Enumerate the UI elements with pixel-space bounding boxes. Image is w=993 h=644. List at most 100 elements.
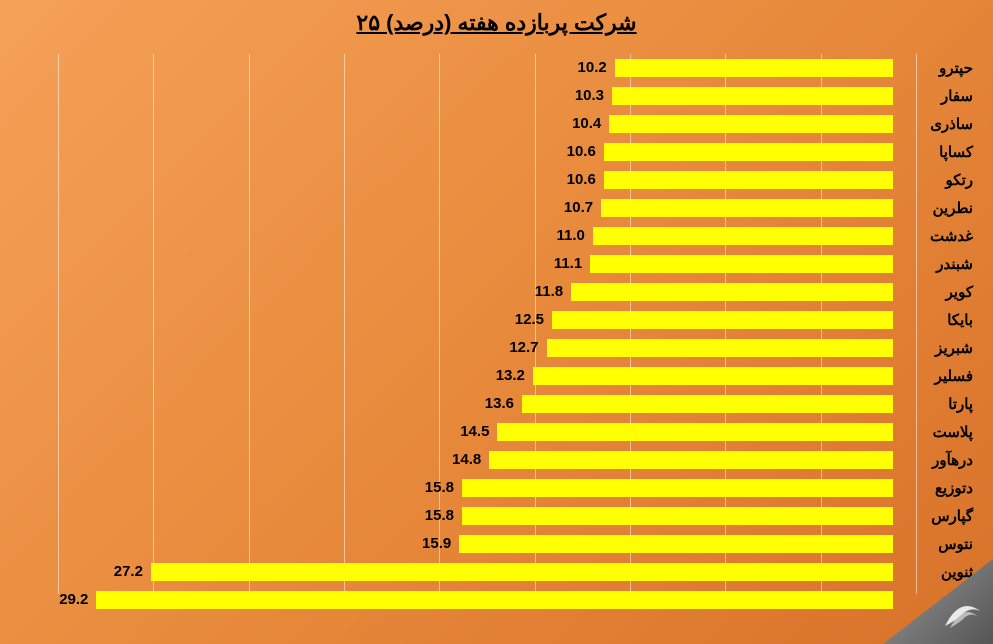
bar-wrap: 11.8 <box>20 283 893 301</box>
bar-value: 12.7 <box>509 339 538 356</box>
bar-value: 13.2 <box>496 367 525 384</box>
bar: 10.4 <box>609 115 893 133</box>
bar-wrap: 14.8 <box>20 451 893 469</box>
bar-value: 11.0 <box>557 227 585 244</box>
bar-wrap: 12.5 <box>20 311 893 329</box>
bar-label: کساپا <box>903 143 973 161</box>
chart-row: 11.1 شبندر <box>20 250 973 278</box>
bar-wrap: 10.3 <box>20 87 893 105</box>
bar-wrap: 13.6 <box>20 395 893 413</box>
bar: 10.7 <box>601 199 893 217</box>
bar: 13.2 <box>533 367 893 385</box>
chart-title: ۲۵ شرکت پربازده هفته (درصد) <box>20 10 973 36</box>
chart-row: 10.6 رتکو <box>20 166 973 194</box>
chart-plot: 10.2 حپترو 10.3 سفار 10.4 ساذری 10.6 کساپا 10.6 ر… <box>20 54 973 614</box>
bar-value: 11.8 <box>535 283 563 300</box>
bar-label: حپترو <box>903 59 973 77</box>
bar-wrap: 10.7 <box>20 199 893 217</box>
chart-row: 15.8 گپارس <box>20 502 973 530</box>
chart-row: 10.2 حپترو <box>20 54 973 82</box>
bar: 11.1 <box>590 255 893 273</box>
chart-row: 14.5 پلاست <box>20 418 973 446</box>
bar-wrap: 15.9 <box>20 535 893 553</box>
chart-row: 10.3 سفار <box>20 82 973 110</box>
bar-value: 14.8 <box>452 451 481 468</box>
bar-label: بایکا <box>903 311 973 329</box>
chart-row: 12.5 بایکا <box>20 306 973 334</box>
bar-value: 13.6 <box>485 395 514 412</box>
bar: 10.6 <box>604 171 893 189</box>
bar-wrap: 15.8 <box>20 507 893 525</box>
bar: 29.2 <box>96 591 893 609</box>
bar-value: 10.6 <box>567 143 596 160</box>
bar-value: 10.6 <box>567 171 596 188</box>
bar: 10.2 <box>615 59 893 77</box>
bar-label: نتوس <box>903 535 973 553</box>
bar-wrap: 12.7 <box>20 339 893 357</box>
bar-value: 29.2 <box>59 591 88 608</box>
bar-label: ثنوین <box>903 563 973 581</box>
bar-wrap: 13.2 <box>20 367 893 385</box>
bar: 11.8 <box>571 283 893 301</box>
bar-value: 15.9 <box>422 535 451 552</box>
bar-wrap: 29.2 <box>20 591 893 609</box>
bar-wrap: 11.0 <box>20 227 893 245</box>
bar-label: شبندر <box>903 255 973 273</box>
bar-value: 27.2 <box>114 563 143 580</box>
chart-row: 10.7 نطرین <box>20 194 973 222</box>
bar: 10.3 <box>612 87 893 105</box>
bar-label: نطرین <box>903 199 973 217</box>
bar-value: 11.1 <box>554 255 582 272</box>
chart-row: 10.6 کساپا <box>20 138 973 166</box>
bar-value: 15.8 <box>425 479 454 496</box>
bar: 12.7 <box>547 339 893 357</box>
bar-label: دتوزیع <box>903 479 973 497</box>
bar-label: فسلیر <box>903 367 973 385</box>
bar-label: پارتا <box>903 395 973 413</box>
bar-label: سفار <box>903 87 973 105</box>
bar-wrap: 10.4 <box>20 115 893 133</box>
bar-wrap: 14.5 <box>20 423 893 441</box>
bar: 11.0 <box>593 227 893 245</box>
bar-value: 15.8 <box>425 507 454 524</box>
bar-label: درهآور <box>903 451 973 469</box>
chart-row: 13.6 پارتا <box>20 390 973 418</box>
bar-wrap: 10.6 <box>20 143 893 161</box>
chart-row: 13.2 فسلیر <box>20 362 973 390</box>
bar-label: پلاست <box>903 423 973 441</box>
chart-row: 12.7 شبریز <box>20 334 973 362</box>
bar-wrap: 27.2 <box>20 563 893 581</box>
bar-wrap: 10.6 <box>20 171 893 189</box>
chart-row: 10.4 ساذری <box>20 110 973 138</box>
chart-row: 14.8 درهآور <box>20 446 973 474</box>
bar-label: گپارس <box>903 507 973 525</box>
bar-label: کویر <box>903 283 973 301</box>
bar-label: رتکو <box>903 171 973 189</box>
bar-value: 10.2 <box>578 59 607 76</box>
chart-row: 15.9 نتوس <box>20 530 973 558</box>
bar: 15.8 <box>462 507 893 525</box>
chart-row: 11.8 کویر <box>20 278 973 306</box>
bar-value: 10.7 <box>564 199 593 216</box>
bar: 14.5 <box>497 423 893 441</box>
bar-value: 10.4 <box>572 115 601 132</box>
chart-row: 11.0 غدشت <box>20 222 973 250</box>
bar: 27.2 <box>151 563 893 581</box>
bar: 15.9 <box>459 535 893 553</box>
bar-value: 14.5 <box>460 423 489 440</box>
bar-label: غدشت <box>903 227 973 245</box>
bar: 13.6 <box>522 395 893 413</box>
bar-label: ساذری <box>903 115 973 133</box>
chart-row: 27.2 ثنوین <box>20 558 973 586</box>
bar-label: شبریز <box>903 339 973 357</box>
bar: 10.6 <box>604 143 893 161</box>
bar: 14.8 <box>489 451 893 469</box>
bar-value: 12.5 <box>515 311 544 328</box>
bar-value: 10.3 <box>575 87 604 104</box>
chart-row: 29.2بکام <box>20 586 973 614</box>
bar: 12.5 <box>552 311 893 329</box>
chart-row: 15.8 دتوزیع <box>20 474 973 502</box>
bar-wrap: 11.1 <box>20 255 893 273</box>
bar-wrap: 15.8 <box>20 479 893 497</box>
chart-container: ۲۵ شرکت پربازده هفته (درصد) 10.2حپترو10.… <box>20 10 973 634</box>
